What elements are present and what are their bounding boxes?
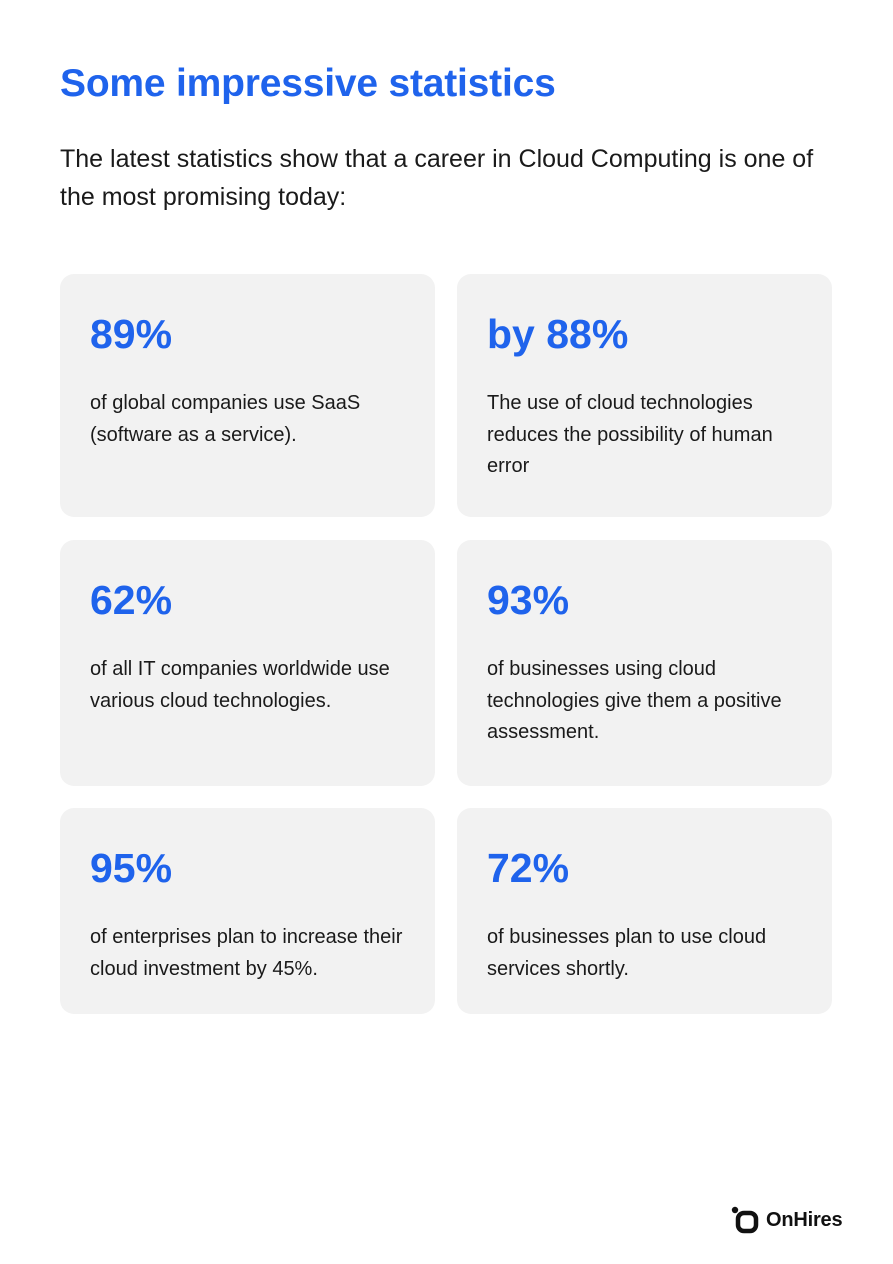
brand-logo[interactable]: OnHires [731, 1204, 843, 1236]
stat-description: The use of cloud technologies reduces th… [487, 392, 773, 477]
stat-card: 72% of businesses plan to use cloud serv… [457, 808, 832, 1014]
stat-value: 62% [90, 577, 173, 623]
stat-description: of global companies use SaaS (software a… [90, 392, 361, 446]
onhires-logo-icon [731, 1206, 759, 1234]
stat-value: 89% [90, 311, 173, 357]
stat-card: 93% of businesses using cloud technologi… [457, 540, 832, 786]
brand-name: OnHires [766, 1208, 843, 1231]
stat-card: 89% of global companies use SaaS (softwa… [60, 274, 435, 517]
stat-card: by 88% The use of cloud technologies red… [457, 274, 832, 517]
page-title: Some impressive statistics [60, 62, 556, 105]
stat-value: 95% [90, 845, 173, 891]
stat-description: of businesses using cloud technologies g… [487, 658, 782, 743]
intro-text: The latest statistics show that a career… [60, 145, 814, 211]
stat-card: 95% of enterprises plan to increase thei… [60, 808, 435, 1014]
stat-description: of all IT companies worldwide use variou… [90, 658, 390, 712]
stat-description: of businesses plan to use cloud services… [487, 926, 767, 980]
stat-value: 93% [487, 577, 570, 623]
stat-value: 72% [487, 845, 570, 891]
stat-card: 62% of all IT companies worldwide use va… [60, 540, 435, 786]
stat-description: of enterprises plan to increase their cl… [90, 926, 403, 980]
stat-value: by 88% [487, 311, 629, 357]
